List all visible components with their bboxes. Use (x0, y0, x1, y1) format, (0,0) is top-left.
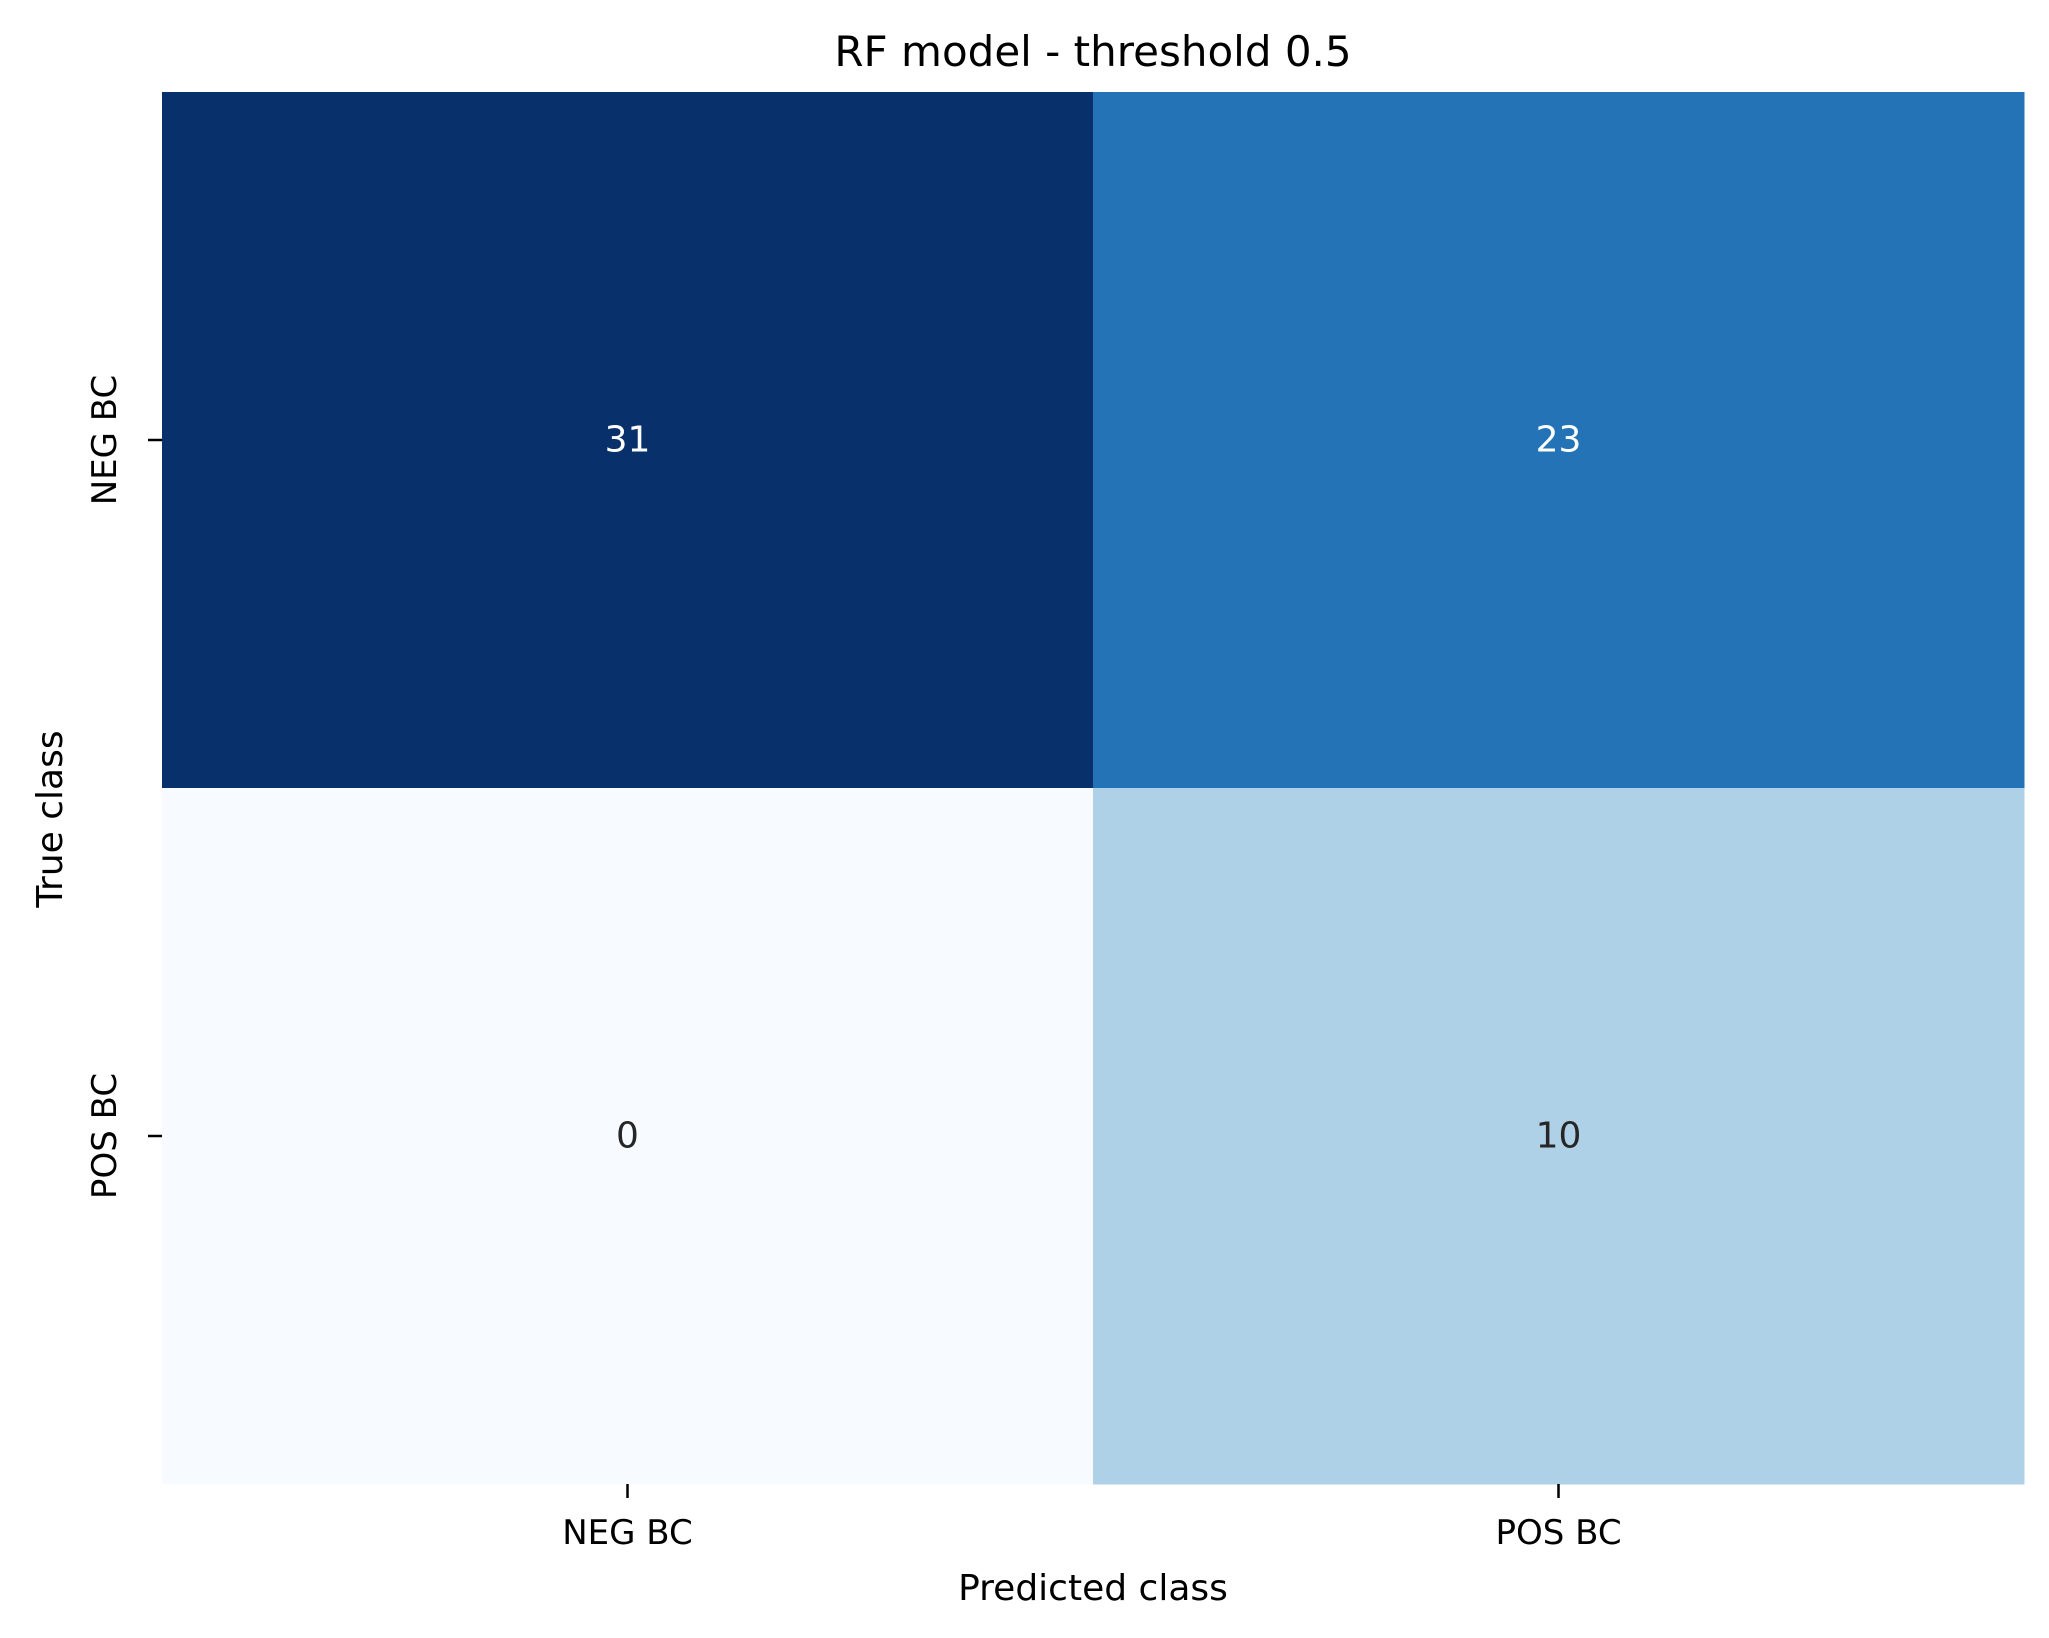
axis-ticks: NEG BC POS BC NEG BC POS BC (85, 375, 1622, 1553)
heatmap-cell-r1-c1 (1093, 788, 2025, 1485)
x-axis-label: Predicted class (958, 1568, 1228, 1609)
x-tick-label: NEG BC (562, 1513, 693, 1553)
y-tick-label: NEG BC (85, 375, 125, 506)
x-tick-label: POS BC (1495, 1513, 1621, 1553)
y-tick-label: POS BC (85, 1073, 125, 1199)
cell-value-r1-c1: 10 (1536, 1116, 1582, 1157)
heatmap-cell-r0-c0 (162, 92, 1094, 789)
cell-value-r1-c0: 0 (616, 1116, 639, 1157)
chart-title: RF model - threshold 0.5 (834, 27, 1351, 76)
heatmap-cell-r0-c1 (1093, 92, 2025, 789)
cell-value-r0-c0: 31 (605, 420, 651, 461)
y-axis-label: True class (30, 730, 71, 908)
heatmap-cell-r1-c0 (162, 788, 1094, 1485)
heatmap-cells: 31 23 0 10 (162, 92, 2025, 1485)
cell-value-r0-c1: 23 (1536, 420, 1582, 461)
